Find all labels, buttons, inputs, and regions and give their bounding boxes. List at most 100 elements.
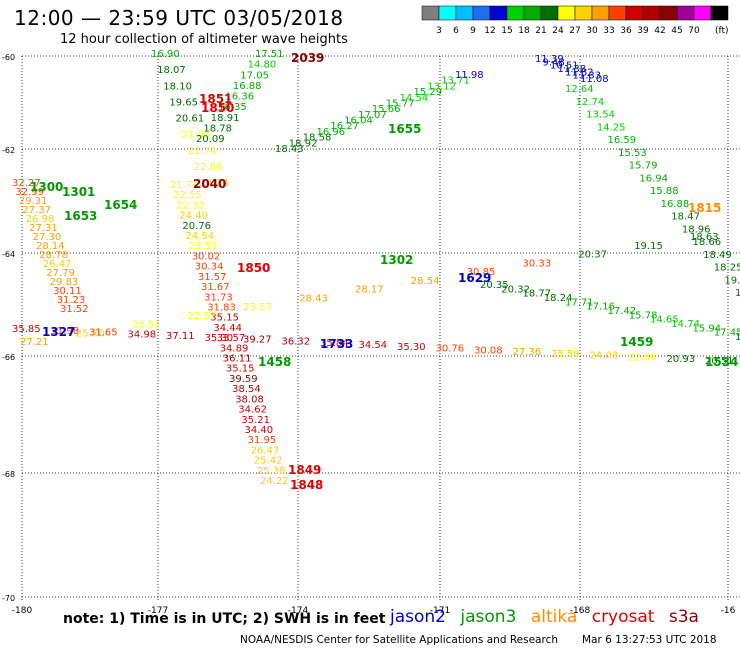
colorbar-tick-label: 12 xyxy=(484,26,495,36)
wave-height-label: 30.76 xyxy=(436,344,465,355)
colorbar-tick-label: 30 xyxy=(586,26,598,36)
wave-height-label: 13.71 xyxy=(441,76,470,87)
wave-height-label: 22.66 xyxy=(628,352,657,363)
lat-tick-label: -70 xyxy=(2,594,15,603)
wave-height-label: 37.11 xyxy=(166,331,195,342)
wave-height-label: 18.58 xyxy=(303,133,332,144)
wave-height-label: 20.37 xyxy=(578,250,607,261)
colorbar-unit: (ft) xyxy=(715,26,729,36)
time-label: 1302 xyxy=(380,253,413,267)
wave-height-label: 18.07 xyxy=(157,65,186,76)
wave-height-label: 35.21 xyxy=(241,415,270,426)
time-label: 1849 xyxy=(288,463,321,477)
wave-height-label: 31.95 xyxy=(248,435,277,446)
colorbar-tick-label: 21 xyxy=(535,26,546,36)
wave-height-label: 16.96 xyxy=(317,127,346,138)
wave-height-label: 11.38 xyxy=(558,64,587,75)
wave-height-label: 29.83 xyxy=(50,277,79,288)
wave-height-label: 30.85 xyxy=(467,267,496,278)
time-label: 1327 xyxy=(42,325,75,339)
time-label: 1654 xyxy=(104,198,137,212)
wave-height-label: 18.25 xyxy=(714,263,740,274)
legend-cryosat: cryosat xyxy=(591,607,655,627)
wave-height-label: 35.15 xyxy=(226,364,255,375)
wave-height-label: 22.55 xyxy=(173,190,202,201)
lon-tick-label: -180 xyxy=(12,606,33,616)
wave-height-label: 13.12 xyxy=(427,81,456,92)
wave-height-label: 11.33 xyxy=(573,71,602,82)
lon-tick-label: -174 xyxy=(288,606,309,616)
timestamp-text: Mar 6 13:27:53 UTC 2018 xyxy=(582,634,717,646)
time-label: 1629 xyxy=(458,271,491,285)
wave-height-label: 20.51 xyxy=(705,356,734,367)
wave-height-label: 16.35 xyxy=(218,102,247,113)
colorbar-tick-label: 3 xyxy=(436,26,442,36)
wave-height-label: 36.32 xyxy=(282,336,311,347)
colorbar-tick-label: 18 xyxy=(518,26,530,36)
wave-height-label: 20.61 xyxy=(176,114,205,125)
wave-height-label: 35.15 xyxy=(210,313,239,324)
time-label: 1850 xyxy=(201,101,234,115)
wave-height-label: 28.54 xyxy=(411,276,440,287)
wave-height-label: 20.09 xyxy=(196,134,225,145)
wave-height-label: 9.48 xyxy=(543,57,565,68)
wave-height-label: 23.57 xyxy=(243,302,272,313)
time-label: 1655 xyxy=(388,122,421,136)
wave-height-label: 34.89 xyxy=(220,343,249,354)
wave-height-label: 18.24 xyxy=(544,293,573,304)
wave-height-label: 16.36 xyxy=(226,92,255,103)
wave-height-label: 31.23 xyxy=(57,295,86,306)
footnote: note: 1) Time is in UTC; 2) SWH is in fe… xyxy=(63,611,386,627)
wave-height-label: 12.64 xyxy=(565,84,594,95)
wave-height-label: 27.36 xyxy=(513,347,542,358)
wave-height-label: 11.82 xyxy=(565,67,594,78)
wave-height-label: 24.54 xyxy=(186,231,215,242)
wave-height-label: 25.42 xyxy=(254,456,283,467)
time-label: 1850 xyxy=(237,261,270,275)
wave-height-label: 21.71 xyxy=(170,180,199,191)
wave-height-label: 16.27 xyxy=(330,121,359,132)
wave-height-label: 14.80 xyxy=(248,60,277,71)
wave-height-label: 28.17 xyxy=(355,285,384,296)
wave-height-label: 16.90 xyxy=(151,49,180,60)
time-label: 1458 xyxy=(258,355,291,369)
wave-height-label: 27.31 xyxy=(29,223,58,234)
colorbar-tick-label: 27 xyxy=(569,26,580,36)
wave-height-label: 15.78 xyxy=(629,310,658,321)
wave-height-label: 14.25 xyxy=(597,122,626,133)
colorbar-tick-label: 24 xyxy=(552,26,564,36)
wave-height-label: 19.72 xyxy=(724,275,740,286)
lat-tick-label: -64 xyxy=(2,250,15,259)
wave-height-label: 30.02 xyxy=(192,251,221,262)
wave-height-label: 19.15 xyxy=(634,241,663,252)
map-grid xyxy=(21,55,740,600)
wave-height-label: 16.88 xyxy=(661,199,690,210)
wave-height-label: 31.83 xyxy=(207,303,236,314)
wave-height-label: 12.74 xyxy=(576,97,605,108)
wave-height-label: 36.11 xyxy=(223,354,252,365)
time-label: 1851 xyxy=(199,92,232,106)
wave-height-label: 34.98 xyxy=(128,329,157,340)
colorbar-tick-label: 45 xyxy=(671,26,682,36)
legend-jason2: jason2 xyxy=(390,607,446,627)
time-label: 2040 xyxy=(193,177,226,191)
wave-height-label: 26.47 xyxy=(251,445,280,456)
wave-height-label: 27.30 xyxy=(33,232,62,243)
wave-height-label: 32.99 xyxy=(15,187,44,198)
wave-height-label: 26.98 xyxy=(26,214,55,225)
satellite-legend: jason2 jason3 altika cryosat s3a xyxy=(390,607,708,627)
wave-height-label: 22.86 xyxy=(194,162,223,173)
wave-height-label: 31.52 xyxy=(60,304,89,315)
wave-height-label: 15.77 xyxy=(386,99,415,110)
wave-height-label: 35.30 xyxy=(397,342,426,353)
wave-height-label: 15.29 xyxy=(414,87,443,98)
map-axis-labels: -60 -62 -64 -66 -68 -70 -180 -177 -174 -171 -168 -1… xyxy=(2,53,736,616)
wave-height-label: 31.73 xyxy=(204,292,233,303)
wave-height-label: 23.51 xyxy=(189,241,218,252)
wave-height-label: 29.31 xyxy=(19,196,48,207)
time-label: 1300 xyxy=(30,180,63,194)
wave-height-label: 25.38 xyxy=(257,466,286,477)
wave-height-label: 13.54 xyxy=(586,110,615,121)
wave-height-label: 39.27 xyxy=(243,335,272,346)
wave-height-label: 11.08 xyxy=(580,74,609,85)
